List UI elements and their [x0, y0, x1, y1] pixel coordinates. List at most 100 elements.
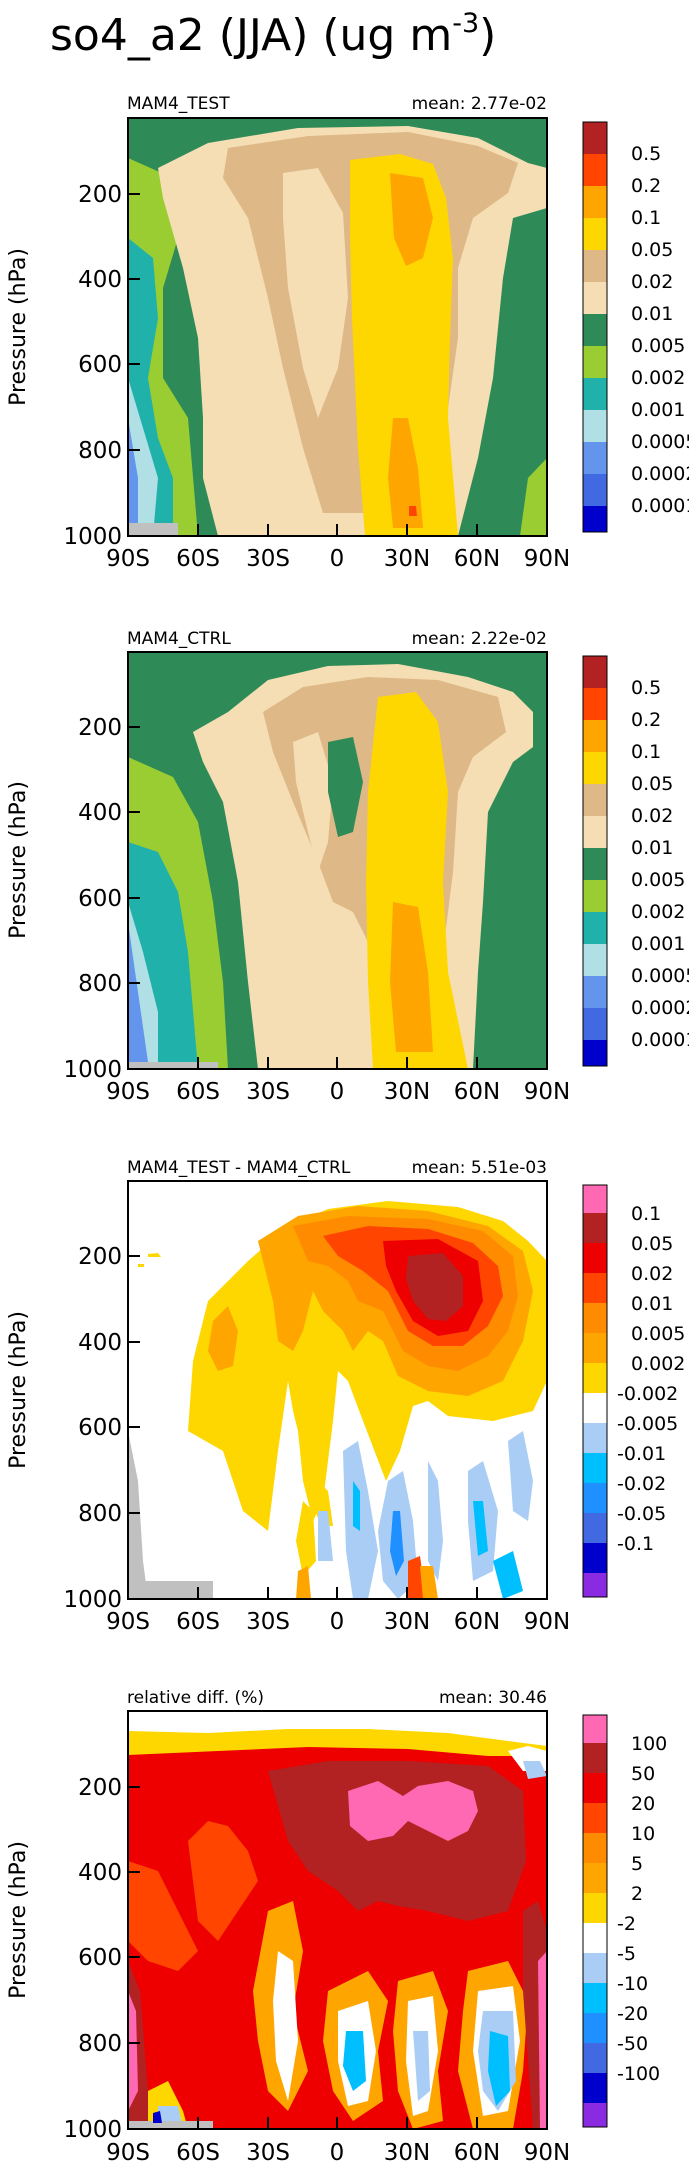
colorbar-label: 0.1 [631, 741, 661, 763]
figure-title: so4_a2 (JJA) (ug m-3) [50, 8, 496, 61]
colorbar-label: 0.002 [631, 1353, 685, 1375]
colorbar-swatch [583, 1715, 607, 1743]
panel-title: MAM4_CTRL [127, 629, 231, 649]
colorbar-label: 0.005 [631, 1323, 685, 1345]
y-tick-label: 800 [78, 971, 122, 997]
y-tick-label: 1000 [63, 524, 122, 550]
colorbar-label: 0.0002 [631, 463, 689, 485]
colorbar-swatch [583, 1333, 607, 1363]
colorbar-swatch [583, 1773, 607, 1803]
y-tick-label: 800 [78, 2031, 122, 2057]
colorbar-swatch [583, 688, 607, 720]
colorbar-swatch [583, 2073, 607, 2103]
colorbar-label: 0.01 [631, 1293, 673, 1315]
colorbar-swatch [583, 816, 607, 848]
y-tick-label: 200 [78, 182, 122, 208]
x-tick-label: 60N [454, 2140, 500, 2166]
x-tick-label: 30N [384, 2140, 430, 2166]
x-tick-label: 0 [330, 2140, 345, 2166]
y-axis-label: Pressure (hPa) [6, 781, 31, 939]
x-tick-label: 30N [384, 546, 430, 572]
colorbar-label: 20 [631, 1793, 655, 1815]
colorbar-swatch [583, 1953, 607, 1983]
x-tick-label: 90S [106, 2140, 150, 2166]
colorbar-label: 0.0001 [631, 495, 689, 517]
colorbar-swatch [583, 122, 607, 154]
panel-mean: mean: 30.46 [439, 1688, 547, 1708]
colorbar-swatch [583, 720, 607, 752]
colorbar-label: -0.02 [617, 1473, 666, 1495]
colorbar-swatch [583, 474, 607, 506]
colorbar-swatch [583, 1040, 607, 1066]
x-tick-label: 30S [246, 1609, 290, 1635]
colorbar [582, 1714, 608, 2128]
y-tick-label: 400 [78, 800, 122, 826]
y-axis-label: Pressure (hPa) [6, 1841, 31, 1999]
colorbar-label: -0.1 [617, 1533, 654, 1555]
x-tick-label: 0 [330, 1079, 345, 1105]
colorbar-label: -0.002 [617, 1383, 678, 1405]
colorbar [582, 1184, 608, 1598]
colorbar-swatch [583, 752, 607, 784]
colorbar-swatch [583, 656, 607, 688]
colorbar-label: 0.02 [631, 271, 673, 293]
colorbar-swatch [583, 1213, 607, 1243]
y-tick-label: 1000 [63, 1057, 122, 1083]
y-tick-label: 600 [78, 1945, 122, 1971]
colorbar-swatch [583, 1303, 607, 1333]
contour-field [128, 652, 547, 1069]
colorbar-swatch [583, 218, 607, 250]
colorbar-label: 0.05 [631, 239, 673, 261]
panel-mam4-ctrl: MAM4_CTRL mean: 2.22e-02 [6, 629, 689, 1105]
colorbar-swatch [583, 154, 607, 186]
colorbar-swatch [583, 1423, 607, 1453]
colorbar-label: 0.0005 [631, 431, 689, 453]
colorbar-swatch [583, 944, 607, 976]
panel-relative-diff: relative diff. (%) mean: 30.46 [6, 1688, 667, 2166]
panel-title: relative diff. (%) [127, 1688, 264, 1708]
colorbar-swatch [583, 250, 607, 282]
colorbar-swatch [583, 314, 607, 346]
colorbar-swatch [583, 976, 607, 1008]
x-tick-label: 90N [524, 546, 570, 572]
colorbar-label: 0.002 [631, 901, 685, 923]
y-tick-label: 600 [78, 352, 122, 378]
y-tick-label: 1000 [63, 1587, 122, 1613]
axes [127, 117, 548, 537]
colorbar-label: -10 [617, 1973, 648, 1995]
y-axis-label: Pressure (hPa) [6, 248, 31, 406]
x-tick-label: 60N [454, 1079, 500, 1105]
colorbar-label: 0.5 [631, 677, 661, 699]
colorbar-swatch [583, 1833, 607, 1863]
colorbar-swatch [583, 1923, 607, 1953]
colorbar-label: 0.05 [631, 773, 673, 795]
x-tick-label: 0 [330, 1609, 345, 1635]
y-tick-label: 200 [78, 715, 122, 741]
colorbar-swatch [583, 346, 607, 378]
x-tick-label: 30N [384, 1609, 430, 1635]
colorbar-label: 0.0002 [631, 997, 689, 1019]
colorbar-swatch [583, 282, 607, 314]
colorbar-label: -0.005 [617, 1413, 678, 1435]
colorbar-swatch [583, 848, 607, 880]
x-tick-label: 90N [524, 2140, 570, 2166]
colorbar-label: 100 [631, 1733, 667, 1755]
colorbar [582, 121, 608, 533]
colorbar-label: 0.001 [631, 399, 685, 421]
axes [127, 651, 548, 1070]
panel-difference: MAM4_TEST - MAM4_CTRL mean: 5.51e-03 [6, 1158, 685, 1635]
colorbar-label: -0.01 [617, 1443, 666, 1465]
x-tick-label: 30N [384, 1079, 430, 1105]
y-axis-label: Pressure (hPa) [6, 1311, 31, 1469]
colorbar-swatch [583, 2043, 607, 2073]
y-tick-label: 800 [78, 1501, 122, 1527]
axes [127, 1180, 548, 1600]
colorbar-swatch [583, 912, 607, 944]
panel-mean: mean: 2.22e-02 [412, 629, 547, 649]
axes [127, 1710, 548, 2130]
x-tick-label: 30S [246, 546, 290, 572]
panel-mam4-test: MAM4_TEST mean: 2.77e-02 [6, 94, 689, 572]
contour-field [128, 1711, 547, 2129]
colorbar-label: 0.0001 [631, 1029, 689, 1051]
colorbar-label: 0.01 [631, 837, 673, 859]
